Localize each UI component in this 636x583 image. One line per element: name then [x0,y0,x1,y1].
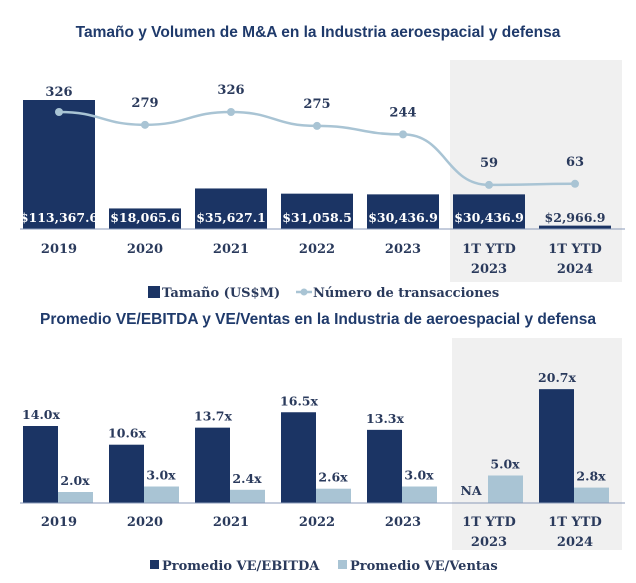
bar-label: 2.6x [318,470,348,485]
bar-ve-ebitda [195,427,230,503]
highlight-region [450,60,622,282]
bar-label: 5.0x [490,457,520,472]
bar-ve-ventas [488,475,523,503]
bar-label: 2.8x [576,469,606,484]
bar-label: 10.6x [108,426,146,441]
bar-label: $18,065.6 [110,210,180,225]
line-label: 59 [480,156,498,171]
x-tick-label: 2024 [557,535,593,550]
legend-label: Promedio VE/EBITDA [162,559,320,574]
bar-ve-ventas [144,486,179,503]
bar-label: $30,436.9 [454,210,524,225]
legend-swatch-ebitda [150,560,159,569]
x-tick-label: 1T YTD [548,242,601,257]
bar-label: $35,627.1 [196,210,266,225]
x-tick-label: 2020 [127,242,163,257]
x-tick-label: 2021 [213,515,249,530]
bar-ve-ventas [574,487,609,503]
x-tick-label: 1T YTD [548,515,601,530]
x-tick-label: 2022 [299,515,335,530]
line-point [571,179,579,188]
x-tick-label: 2019 [41,242,77,257]
legend-label: Tamaño (US$M) [162,286,280,301]
x-tick-label: 2023 [471,262,507,277]
bar-ve-ebitda [367,429,402,503]
bar-ve-ebitda [109,444,144,503]
bar-label: 20.7x [538,370,576,385]
bar-label: $2,966.9 [545,210,606,225]
bar-label: 3.0x [146,468,176,483]
bar-label: $31,058.5 [282,210,352,225]
x-tick-label: 2022 [299,242,335,257]
x-tick-label: 2020 [127,515,163,530]
bar-size [23,100,95,229]
line-label: 326 [45,85,72,100]
legend-swatch-ventas [338,560,347,569]
bar-ve-ventas [402,486,437,503]
bar-label: 14.0x [22,407,60,422]
line-point [485,180,493,189]
bar-label: 13.3x [366,411,404,426]
x-tick-label: 2021 [213,242,249,257]
x-tick-label: 2023 [385,242,421,257]
bar-label: 2.0x [60,473,90,488]
bar-label: $30,436.9 [368,210,438,225]
x-tick-label: 2023 [471,535,507,550]
line-label: 63 [566,155,584,170]
bar-size [453,194,525,229]
bar-label: 2.4x [232,471,262,486]
bar-ve-ventas [230,489,265,503]
line-label: 279 [131,96,158,111]
chart2-title: Promedio VE/EBITDA y VE/Ventas en la Ind… [40,311,596,328]
highlight-region [452,338,622,550]
line-label: 244 [389,105,416,120]
line-point [399,130,407,139]
line-point [55,108,63,116]
bar-label: 13.7x [194,409,232,424]
line-label: 326 [217,83,244,98]
bar-size [281,193,353,229]
line-point [141,120,149,129]
legend-label: Promedio VE/Ventas [350,559,498,574]
x-tick-label: 1T YTD [462,242,515,257]
bar-ve-ebitda [539,389,574,503]
x-tick-label: 1T YTD [462,515,515,530]
legend-label: Número de transacciones [313,286,499,301]
bar-size [109,208,181,229]
bar-label: 3.0x [404,468,434,483]
bar-ve-ebitda [281,412,316,503]
bar-size [539,225,611,229]
bar-ve-ebitda [23,426,58,503]
bar-ve-ventas [58,492,93,503]
chart1-title: Tamaño y Volumen de M&A en la Industria … [75,24,561,41]
line-point [313,121,321,130]
x-tick-label: 2019 [41,515,77,530]
bar-label: 16.5x [280,393,318,408]
line-label: 275 [303,97,330,112]
legend-swatch-point [300,288,308,296]
bar-label: NA [460,483,481,498]
x-tick-label: 2023 [385,515,421,530]
bar-ve-ventas [316,488,351,503]
bar-size [367,194,439,229]
line-point [227,108,235,116]
bar-label: $113,367.6 [20,210,99,225]
x-tick-label: 2024 [557,262,593,277]
legend-swatch-size [148,286,160,298]
bar-size [195,188,267,229]
